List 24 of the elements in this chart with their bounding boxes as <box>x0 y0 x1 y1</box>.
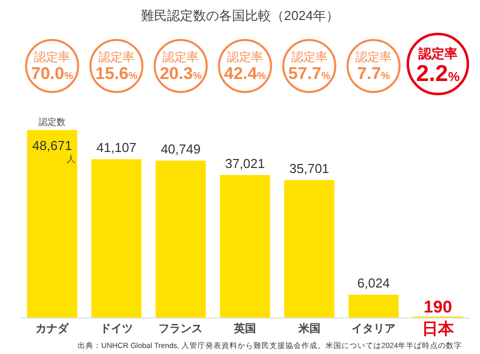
x-tick-label: 米国 <box>297 322 320 335</box>
data-label: 6,024 <box>357 276 390 291</box>
annotation: 認定率 70.0% <box>25 39 80 93</box>
data-label: 48,671 <box>32 138 72 153</box>
x-tick-label: 日本 <box>422 320 455 338</box>
x-tick-label: イタリア <box>352 323 396 335</box>
annotation: 人 <box>66 154 76 164</box>
annotation: 認定率 2.2% <box>406 32 470 96</box>
data-label: 40,749 <box>160 142 201 157</box>
annotation: 認定率 57.7% <box>282 39 336 93</box>
annotation: 認定率 42.4% <box>218 39 272 93</box>
data-label: 190 <box>424 297 452 316</box>
data-label: 41,107 <box>96 140 136 156</box>
annotation: 認定率 20.3% <box>154 39 208 93</box>
data-label: 35,701 <box>289 161 330 176</box>
data-label: 37,021 <box>225 156 265 171</box>
x-tick-label: ドイツ <box>100 323 133 335</box>
annotation: 認定率 15.6% <box>89 39 144 93</box>
x-tick-label: フランス <box>158 323 203 335</box>
x-tick-label: 英国 <box>233 322 256 335</box>
text: 認定数 <box>38 117 66 127</box>
chart-title: 難民認定数の各国比較（2024年） <box>141 8 339 23</box>
annotation: 認定率 7.7% <box>346 39 401 93</box>
x-tick-label: カナダ <box>36 322 70 335</box>
